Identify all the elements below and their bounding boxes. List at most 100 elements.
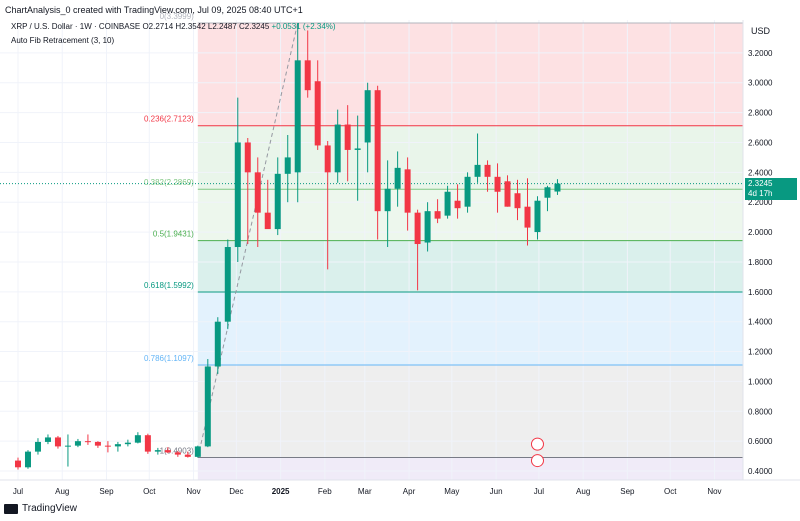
candle-body xyxy=(114,444,121,447)
x-tick-label: Sep xyxy=(620,487,635,496)
fib-label: 0.786(1.1097) xyxy=(144,354,194,363)
candle-body xyxy=(84,441,91,443)
y-tick-label: 3.0000 xyxy=(748,79,773,88)
x-tick-label: Feb xyxy=(318,487,332,496)
y-tick-label: 1.2000 xyxy=(748,348,773,357)
x-tick-label: Dec xyxy=(229,487,243,496)
x-tick-label: Jul xyxy=(13,487,23,496)
candle-body xyxy=(94,441,101,446)
candle-body xyxy=(344,124,351,150)
candle-body xyxy=(444,191,451,216)
candle-body xyxy=(284,157,291,174)
x-tick-label: Mar xyxy=(358,487,372,496)
y-tick-label: 2.8000 xyxy=(748,109,773,118)
x-tick-label: Apr xyxy=(403,487,416,496)
candle-body xyxy=(534,200,541,233)
us-flag-icon xyxy=(530,454,544,468)
brand-name: TradingView xyxy=(22,503,78,514)
y-tick-label: 1.4000 xyxy=(748,318,773,327)
y-tick-label: 0.6000 xyxy=(748,437,773,446)
symbol-name: XRP / U.S. Dollar · 1W · COINBASE xyxy=(11,22,141,31)
fib-label: 0.5(1.9431) xyxy=(153,230,194,239)
candle-body xyxy=(134,435,141,443)
candle-body xyxy=(54,437,61,447)
candle-body xyxy=(254,172,261,213)
candle-body xyxy=(314,81,321,146)
candle-body xyxy=(204,366,211,447)
candle-body xyxy=(34,441,41,452)
credit-text: ChartAnalysis_0 created with TradingView… xyxy=(5,5,303,15)
ohlc-close: C2.3245 xyxy=(239,22,270,31)
y-tick-label: 2.6000 xyxy=(748,138,773,147)
candle-body xyxy=(104,445,111,447)
price-axis xyxy=(743,0,800,492)
candle-body xyxy=(194,446,201,457)
tradingview-logo-icon xyxy=(4,503,18,514)
candle-body xyxy=(374,90,381,212)
candle-body xyxy=(354,148,361,150)
chart-credit: ChartAnalysis_0 created with TradingView… xyxy=(5,5,306,15)
last-price-value: 2.3245 xyxy=(748,178,773,188)
candle-body xyxy=(304,60,311,91)
fib-trend-line xyxy=(197,22,299,458)
x-tick-label: May xyxy=(444,487,459,496)
candle-body xyxy=(14,460,21,468)
ohlc-change: +0.0531 (+2.34%) xyxy=(271,22,336,31)
candle-body xyxy=(464,176,471,207)
candle-body xyxy=(274,173,281,230)
bar-countdown: 4d 17h xyxy=(748,188,773,198)
candle-body xyxy=(324,145,331,173)
y-tick-label: 3.2000 xyxy=(748,49,773,58)
candle-body xyxy=(174,452,181,455)
ohlc-low: L2.2487 xyxy=(207,22,237,31)
x-tick-label: Jul xyxy=(534,487,544,496)
candle-body xyxy=(424,211,431,243)
candle-body xyxy=(394,167,401,189)
y-tick-label: 1.0000 xyxy=(748,377,773,386)
candle-body xyxy=(524,206,531,228)
candle-body xyxy=(414,212,421,245)
indicator-label[interactable]: Auto Fib Retracement (3, 10) xyxy=(11,36,115,45)
fib-zone xyxy=(197,240,743,292)
x-tick-label: Oct xyxy=(143,487,156,496)
candle-body xyxy=(124,442,131,445)
candle-body xyxy=(244,142,251,173)
fib-label: 0.382(2.2869) xyxy=(144,178,194,187)
y-tick-label: 0.8000 xyxy=(748,407,773,416)
lightning-bolt-icon xyxy=(530,437,544,451)
x-tick-label: Aug xyxy=(576,487,590,496)
x-tick-label: 2025 xyxy=(272,487,290,496)
candle-body xyxy=(24,451,31,468)
y-tick-label: 2.0000 xyxy=(748,228,773,237)
candle-body xyxy=(234,142,241,248)
candle-body xyxy=(64,445,71,447)
candle-body xyxy=(434,211,441,219)
candle-body xyxy=(264,212,271,230)
ohlc-high: H2.3542 xyxy=(175,22,206,31)
candle-body xyxy=(224,247,231,322)
x-tick-label: Oct xyxy=(664,487,677,496)
candle-body xyxy=(554,183,561,192)
candle-body xyxy=(384,188,391,212)
candle-body xyxy=(544,187,551,198)
y-tick-label: 2.2000 xyxy=(748,198,773,207)
candle-body xyxy=(154,450,161,452)
x-tick-label: Jun xyxy=(490,487,503,496)
symbol-info: XRP / U.S. Dollar · 1W · COINBASE O2.271… xyxy=(11,22,336,31)
candle-body xyxy=(404,169,411,213)
candle-body xyxy=(504,181,511,207)
x-tick-label: Sep xyxy=(99,487,114,496)
fib-label: 0(3.3999) xyxy=(160,12,195,21)
fib-zone xyxy=(197,457,743,480)
candle-body xyxy=(334,124,341,173)
tradingview-branding[interactable]: TradingView xyxy=(4,503,77,514)
candle-body xyxy=(44,437,51,442)
currency-label[interactable]: USD xyxy=(751,26,771,36)
candle-body xyxy=(364,90,371,143)
candle-body xyxy=(494,176,501,192)
candle-body xyxy=(294,60,301,173)
fib-zone xyxy=(197,291,743,366)
last-price-tag: 2.3245 4d 17h xyxy=(745,177,797,200)
candle-body xyxy=(74,441,81,446)
